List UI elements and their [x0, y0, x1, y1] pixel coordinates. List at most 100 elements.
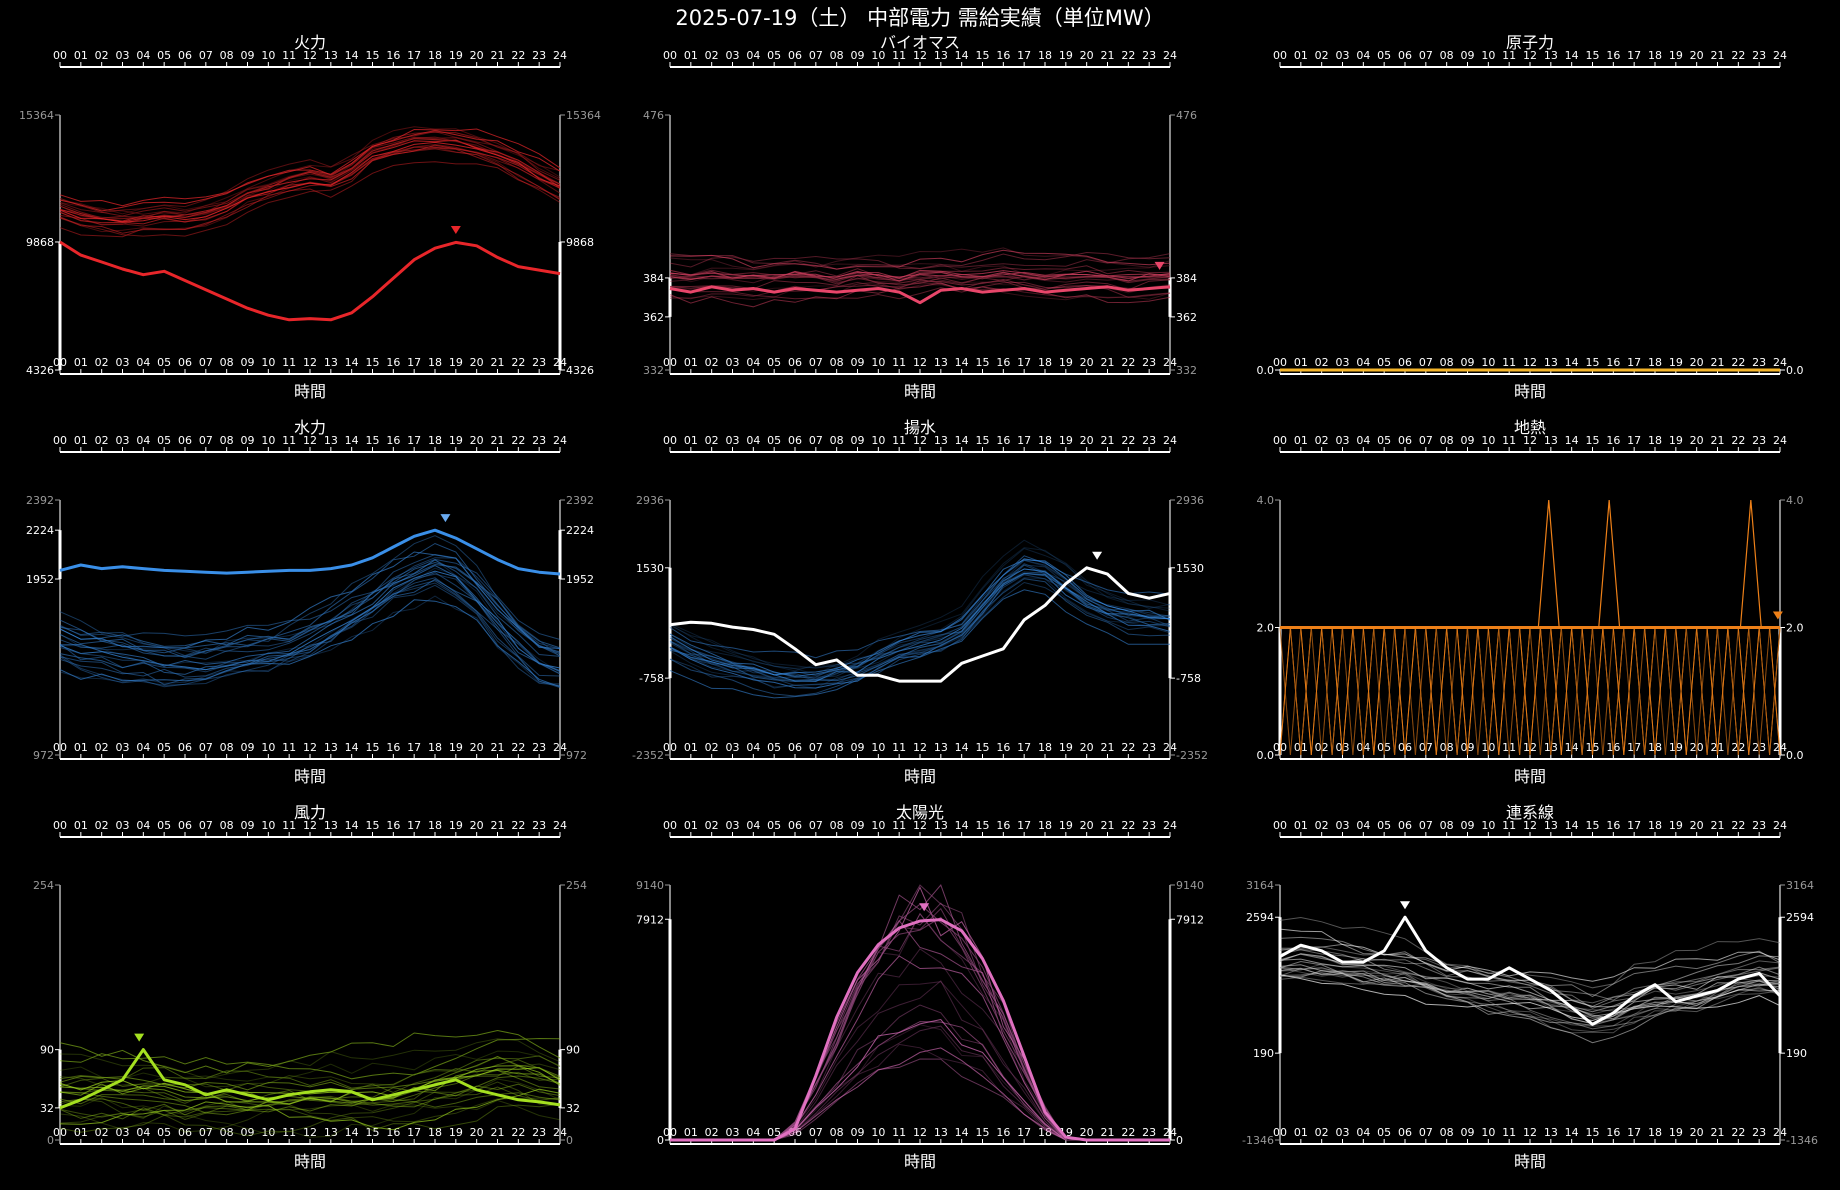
hour-tick-label: 03	[116, 1126, 130, 1139]
peak-marker	[440, 514, 451, 523]
y-tick-label: 1952	[566, 573, 594, 586]
hour-tick-label: 00	[53, 819, 67, 832]
hour-tick-label: 19	[1059, 434, 1073, 447]
history-line	[59, 578, 561, 675]
chart-panel: 原子力 00 01 02 03 04 05 06 07 08 09 10 11 12 13 14 15 16 17 1…	[1257, 33, 1804, 401]
hour-tick-label: 01	[74, 1126, 88, 1139]
y-tick-label: 0	[47, 1134, 54, 1147]
y-tick-label: 3164	[1246, 879, 1274, 892]
history-line	[59, 580, 561, 678]
hour-tick-label: 05	[157, 356, 171, 369]
hour-tick-label: 01	[74, 741, 88, 754]
hour-tick-label: 02	[1315, 49, 1329, 62]
hour-tick-label: 19	[1669, 1126, 1683, 1139]
history-line	[59, 1103, 561, 1133]
history-line	[59, 161, 561, 238]
history-line	[59, 1071, 561, 1108]
hour-tick-label: 05	[1377, 741, 1391, 754]
hour-tick-label: 15	[366, 49, 380, 62]
hour-tick-label: 10	[1481, 356, 1495, 369]
history-line	[59, 146, 561, 226]
hour-tick-label: 02	[1315, 819, 1329, 832]
history-line	[669, 275, 1171, 286]
hour-tick-label: 12	[1523, 819, 1537, 832]
hour-tick-label: 21	[1101, 819, 1115, 832]
hour-tick-label: 23	[532, 1126, 546, 1139]
chart-title: 水力	[294, 418, 326, 437]
hour-tick-label: 21	[491, 819, 505, 832]
chart-panel: バイオマス 00 01 02 03 04 05 06 07 08 09 10 11 12 13 14 15 16 1…	[643, 33, 1197, 401]
hour-tick-label: 11	[1502, 356, 1516, 369]
history-line	[1280, 627, 1781, 756]
hour-tick-label: 03	[116, 741, 130, 754]
hour-tick-label: 19	[1669, 356, 1683, 369]
hour-tick-label: 02	[1315, 434, 1329, 447]
history-line	[669, 559, 1171, 677]
hour-tick-label: 11	[282, 741, 296, 754]
hour-tick-label: 08	[220, 741, 234, 754]
y-tick-label: 476	[1176, 109, 1197, 122]
hour-tick-label: 17	[1017, 434, 1031, 447]
hour-tick-label: 04	[746, 356, 760, 369]
hour-tick-label: 17	[1627, 741, 1641, 754]
hour-tick-label: 19	[1059, 356, 1073, 369]
hour-tick-label: 04	[746, 819, 760, 832]
hour-tick-label: 05	[157, 741, 171, 754]
hour-tick-label: 01	[684, 356, 698, 369]
hour-tick-label: 02	[95, 356, 109, 369]
hour-tick-label: 01	[684, 434, 698, 447]
chart-title: 風力	[294, 803, 326, 822]
history-line	[59, 141, 561, 223]
hour-tick-label: 23	[1142, 741, 1156, 754]
history-line	[59, 1065, 561, 1105]
y-tick-label: 0.0	[1257, 364, 1275, 377]
hour-tick-label: 10	[261, 356, 275, 369]
history-line	[1279, 963, 1781, 1027]
history-line	[59, 131, 561, 214]
hour-tick-label: 17	[1627, 819, 1641, 832]
hour-tick-label: 07	[809, 49, 823, 62]
hour-tick-label: 06	[788, 356, 802, 369]
history-line	[669, 547, 1171, 669]
y-tick-label: 254	[566, 879, 587, 892]
hour-tick-label: 15	[366, 741, 380, 754]
y-tick-label: 384	[643, 272, 664, 285]
hour-tick-label: 09	[1461, 819, 1475, 832]
hour-tick-label: 07	[809, 356, 823, 369]
hour-tick-label: 22	[511, 741, 525, 754]
hour-tick-label: 12	[1523, 49, 1537, 62]
hour-tick-label: 22	[511, 434, 525, 447]
hour-tick-label: 20	[1080, 356, 1094, 369]
hour-tick-label: 22	[1731, 356, 1745, 369]
hour-tick-label: 09	[241, 49, 255, 62]
hour-tick-label: 17	[407, 434, 421, 447]
hour-tick-label: 16	[1606, 356, 1620, 369]
hour-tick-label: 18	[1648, 434, 1662, 447]
hour-tick-label: 16	[996, 356, 1010, 369]
hour-tick-label: 22	[511, 49, 525, 62]
hour-tick-label: 23	[1752, 49, 1766, 62]
hour-tick-label: 14	[1565, 434, 1579, 447]
hour-tick-label: 13	[324, 49, 338, 62]
hour-tick-label: 24	[1163, 49, 1177, 62]
hour-tick-label: 03	[116, 434, 130, 447]
history-line	[59, 147, 561, 234]
hour-tick-label: 09	[241, 1126, 255, 1139]
hour-tick-label: 15	[366, 356, 380, 369]
history-line	[669, 539, 1171, 672]
history-line	[1279, 958, 1781, 1025]
hour-tick-label: 16	[386, 434, 400, 447]
hour-tick-label: 02	[705, 1126, 719, 1139]
hour-tick-label: 21	[1711, 741, 1725, 754]
hour-tick-label: 20	[1080, 1126, 1094, 1139]
y-tick-label: 1952	[26, 573, 54, 586]
history-line	[59, 1067, 561, 1097]
hour-tick-label: 18	[1038, 49, 1052, 62]
hour-tick-label: 23	[1752, 741, 1766, 754]
hour-tick-label: 01	[684, 819, 698, 832]
history-line	[669, 260, 1171, 277]
y-tick-label: 2224	[566, 524, 594, 537]
hour-tick-label: 14	[1565, 49, 1579, 62]
hour-tick-label: 22	[1731, 49, 1745, 62]
y-tick-label: -2352	[1176, 749, 1208, 762]
